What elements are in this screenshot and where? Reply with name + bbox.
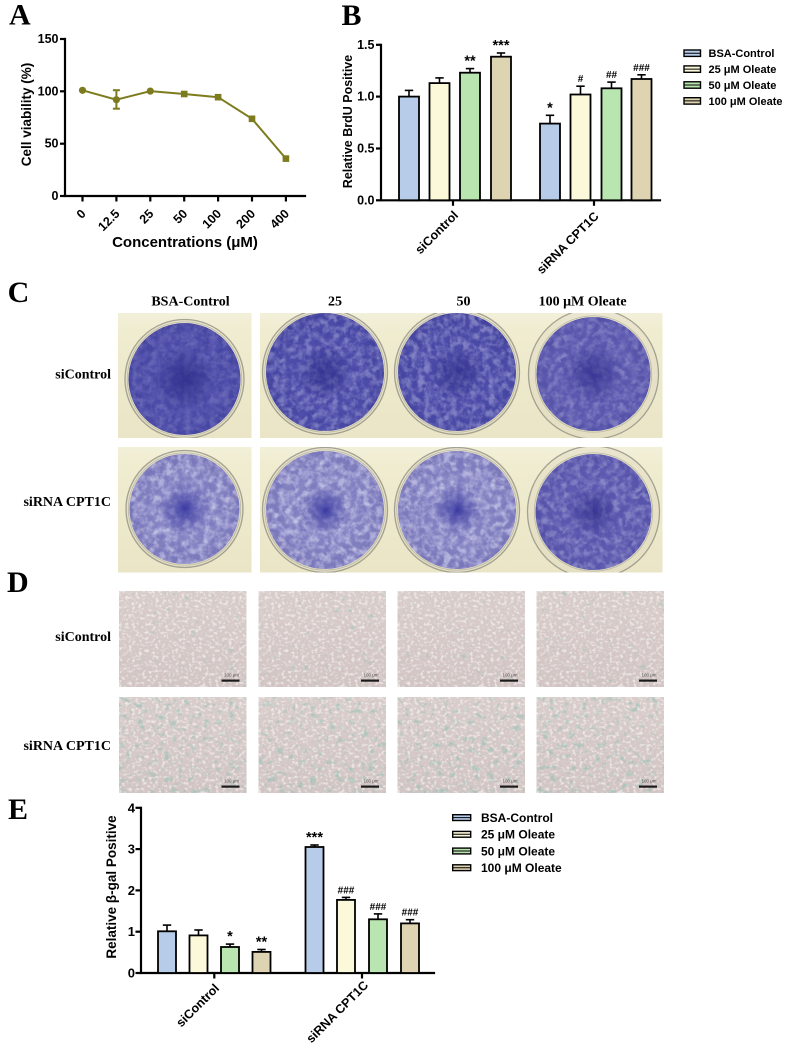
svg-text:100 μM Oleate: 100 μM Oleate [481, 861, 562, 875]
svg-text:Concentrations (μM): Concentrations (μM) [112, 234, 258, 251]
svg-text:100 μm: 100 μm [502, 673, 517, 678]
svg-text:100 μm: 100 μm [363, 779, 378, 784]
svg-text:100 μm: 100 μm [224, 673, 239, 678]
svg-text:***: *** [493, 38, 510, 54]
svg-text:siRNA CPT1C: siRNA CPT1C [23, 739, 111, 754]
svg-text:2: 2 [128, 883, 135, 898]
svg-text:4: 4 [128, 800, 136, 815]
svg-text:50: 50 [45, 137, 59, 151]
svg-text:B: B [342, 0, 362, 32]
svg-text:siControl: siControl [55, 368, 111, 383]
svg-text:#: # [578, 74, 584, 85]
svg-text:*: * [227, 929, 233, 945]
svg-text:*: * [547, 100, 553, 116]
svg-text:25 μM Oleate: 25 μM Oleate [709, 64, 777, 76]
svg-text:25 μM Oleate: 25 μM Oleate [481, 828, 555, 842]
svg-text:100: 100 [38, 84, 59, 98]
svg-text:###: ### [338, 885, 355, 896]
svg-text:150: 150 [38, 32, 59, 46]
svg-text:E: E [8, 793, 28, 826]
svg-text:1.5: 1.5 [357, 38, 374, 52]
svg-text:***: *** [306, 830, 323, 846]
svg-text:BSA-Control: BSA-Control [481, 811, 553, 825]
svg-text:C: C [8, 276, 30, 309]
svg-text:###: ### [402, 908, 419, 919]
svg-text:50 μM Oleate: 50 μM Oleate [709, 80, 777, 92]
svg-text:BSA-Control: BSA-Control [709, 48, 775, 60]
svg-text:3: 3 [128, 842, 135, 857]
svg-text:50 μM Oleate: 50 μM Oleate [481, 844, 555, 858]
svg-text:siControl: siControl [55, 630, 111, 645]
svg-text:###: ### [633, 63, 650, 74]
svg-text:**: ** [464, 54, 476, 70]
svg-text:**: ** [256, 935, 268, 951]
svg-text:25: 25 [328, 295, 342, 310]
svg-text:1: 1 [128, 924, 135, 939]
svg-text:100 μm: 100 μm [641, 779, 656, 784]
svg-text:0.0: 0.0 [357, 193, 374, 207]
svg-text:BSA-Control: BSA-Control [151, 295, 229, 310]
svg-text:100 μM Oleate: 100 μM Oleate [539, 295, 627, 310]
svg-text:0.5: 0.5 [357, 142, 374, 156]
svg-text:100 μm: 100 μm [502, 779, 517, 784]
svg-text:###: ### [370, 902, 387, 913]
svg-text:0: 0 [128, 966, 135, 981]
svg-text:100 μm: 100 μm [224, 779, 239, 784]
svg-text:50: 50 [457, 295, 471, 310]
svg-text:Cell viability (%): Cell viability (%) [19, 63, 34, 167]
svg-text:Relative BrdU Positive: Relative BrdU Positive [341, 55, 355, 188]
svg-text:1.0: 1.0 [357, 90, 374, 104]
svg-text:0: 0 [52, 189, 59, 203]
svg-text:A: A [9, 0, 31, 32]
svg-text:100 μm: 100 μm [641, 673, 656, 678]
svg-text:D: D [7, 566, 29, 599]
svg-text:##: ## [606, 70, 618, 81]
svg-text:100 μM Oleate: 100 μM Oleate [709, 96, 783, 108]
svg-text:100 μm: 100 μm [363, 673, 378, 678]
svg-text:siRNA CPT1C: siRNA CPT1C [23, 495, 111, 510]
svg-text:Relative β-gal Positive: Relative β-gal Positive [104, 815, 119, 959]
